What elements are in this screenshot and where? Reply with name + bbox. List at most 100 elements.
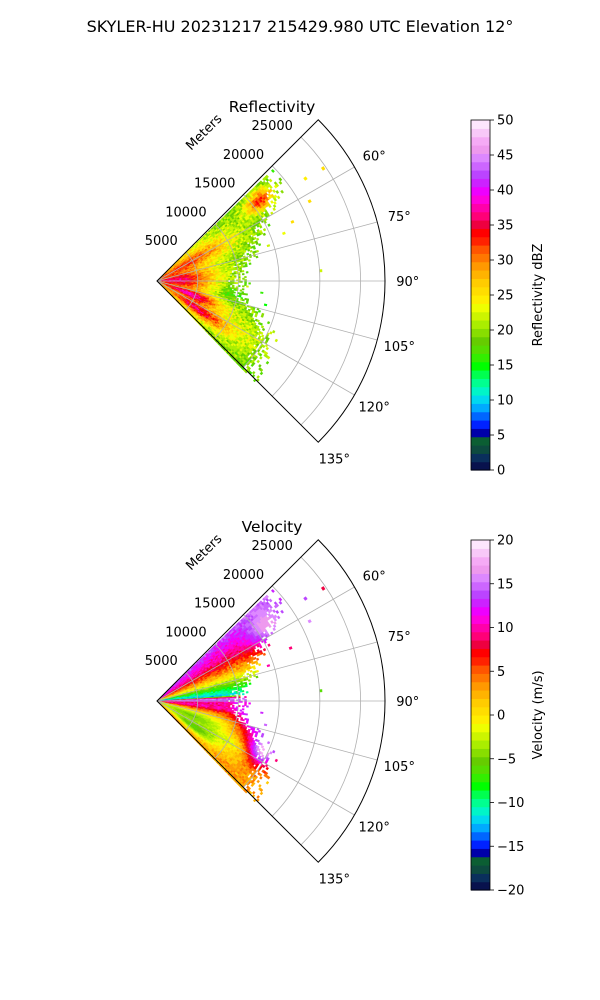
colorbar-tick-label: 30 <box>497 254 514 269</box>
colorbar-tick-label: 20 <box>497 324 514 339</box>
echo-speckle <box>260 291 264 294</box>
echo-gate <box>242 298 245 302</box>
echo-gate <box>241 252 245 256</box>
echo-gate <box>246 252 250 256</box>
azimuth-tick-label: 120° <box>359 400 390 415</box>
colorbar-segment <box>471 461 490 471</box>
colorbar-segment <box>471 345 490 354</box>
echo-gate <box>245 293 248 296</box>
echo-speckle <box>263 303 268 307</box>
colorbar-segment <box>471 170 490 179</box>
echo-gate <box>261 327 266 332</box>
colorbar-segment <box>471 378 490 388</box>
echo-gate <box>267 223 271 227</box>
echo-gate <box>260 325 265 329</box>
echo-gate <box>259 356 263 360</box>
colorbar-tick-label: 35 <box>497 219 514 234</box>
echo-gate <box>234 282 237 285</box>
colorbar-segment <box>471 403 490 413</box>
echo-gate <box>272 207 276 212</box>
echo-gate <box>268 204 272 209</box>
range-tick-label: 20000 <box>223 148 264 163</box>
range-tick-label: 15000 <box>194 177 235 192</box>
echo-gate <box>258 243 262 247</box>
colorbar-segment <box>471 236 490 246</box>
echo-gate <box>252 246 256 250</box>
colorbar-tick-label: 10 <box>497 394 514 409</box>
echo-gate <box>261 334 265 338</box>
colorbar-segment <box>471 161 490 171</box>
echo-gate <box>272 204 277 208</box>
echo-gate <box>245 258 249 261</box>
echo-gate <box>229 272 233 275</box>
echo-gate <box>273 197 278 202</box>
echo-gate <box>249 249 253 253</box>
azimuth-spoke <box>156 166 355 282</box>
echo-gate <box>262 228 267 232</box>
echo-gate <box>260 314 264 318</box>
echo-gate <box>247 259 251 262</box>
velocity-panel: Velocity 500010000150002000025000Meters … <box>145 518 546 899</box>
echo-gate <box>268 178 273 183</box>
colorbar-segment <box>471 386 490 396</box>
echo-gate <box>265 346 269 351</box>
echo-speckle <box>266 244 271 248</box>
echo-gate <box>255 255 259 259</box>
colorbar-segment <box>471 195 490 204</box>
echo-speckle <box>307 199 312 204</box>
echo-gate <box>272 189 276 194</box>
echo-gate <box>266 321 271 325</box>
echo-gate <box>234 276 237 279</box>
echo-gate <box>239 289 243 292</box>
echo-speckle <box>303 176 308 181</box>
echo-gate <box>275 183 280 188</box>
velocity-title: Velocity <box>242 518 303 536</box>
colorbar-tick-label: 15 <box>497 359 514 374</box>
reflectivity-panel: Reflectivity 500010000150002000025000Met… <box>145 98 546 479</box>
colorbar-segment <box>471 320 490 329</box>
echo-gate <box>240 254 244 258</box>
azimuth-tick-label: 75° <box>388 210 411 225</box>
reflectivity-grid <box>156 119 386 443</box>
echo-gate <box>256 237 260 241</box>
echo-gate <box>229 283 233 286</box>
colorbar-label: Reflectivity dBZ <box>531 244 546 347</box>
echo-gate <box>262 232 266 236</box>
colorbar-segment <box>471 136 490 146</box>
range-tick-label: 10000 <box>165 205 206 220</box>
echo-gate <box>265 360 270 365</box>
echo-gate <box>245 271 249 274</box>
echo-gate <box>238 295 242 298</box>
echo-gate <box>232 282 235 284</box>
colorbar-segment <box>471 228 490 238</box>
range-tick-label: 25000 <box>252 119 293 134</box>
echo-gate <box>272 330 276 334</box>
figure-title: SKYLER-HU 20231217 215429.980 UTC Elevat… <box>87 17 514 36</box>
echo-gate <box>278 177 283 182</box>
echo-gate <box>253 236 257 240</box>
echo-gate <box>259 371 264 376</box>
range-tick-label: 5000 <box>145 234 178 249</box>
colorbar-segment <box>471 286 490 296</box>
echo-gate <box>256 319 260 323</box>
echo-gate <box>276 195 281 200</box>
echo-gate <box>270 169 275 173</box>
colorbar-segment <box>471 411 490 421</box>
colorbar-segment <box>471 178 490 188</box>
colorbar-segment <box>471 336 490 346</box>
colorbar-segment <box>471 128 490 138</box>
echo-gate <box>256 375 260 379</box>
colorbar-segment <box>471 361 490 371</box>
echo-gate <box>248 282 251 285</box>
echo-speckle <box>282 231 286 235</box>
echo-gate <box>256 249 260 253</box>
colorbar-segment <box>471 211 490 221</box>
colorbar-segment <box>471 445 490 454</box>
reflectivity-title: Reflectivity <box>229 98 316 116</box>
echo-speckle <box>320 166 326 171</box>
colorbar-segment <box>471 295 490 304</box>
colorbar-tick-label: 25 <box>497 289 514 304</box>
echo-gate <box>259 225 263 229</box>
